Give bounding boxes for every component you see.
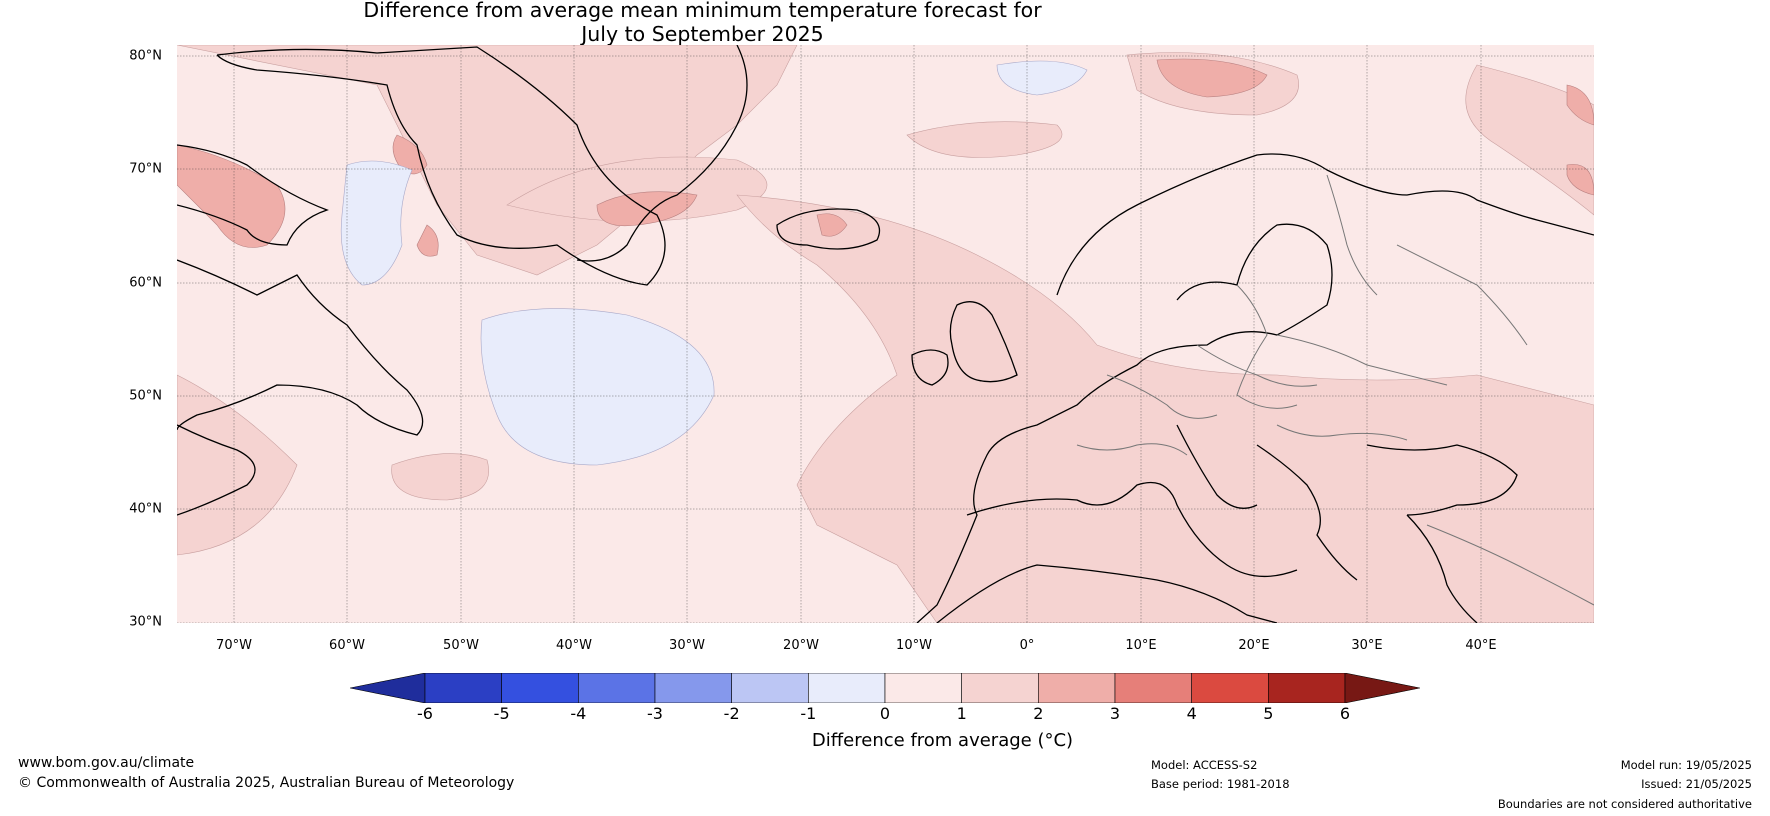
lon-label-30e: 30°E — [1351, 638, 1383, 653]
colorbar-extend-low — [350, 673, 426, 703]
colorbar-tick-label: 6 — [1339, 704, 1351, 723]
colorbar-segment — [731, 673, 809, 703]
colorbar-segment — [1114, 673, 1192, 703]
lat-label-60n: 60°N — [129, 275, 162, 291]
lon-label-0: 0° — [1019, 638, 1035, 653]
lon-label-20w: 20°W — [783, 638, 819, 653]
lat-label-30n: 30°N — [129, 614, 162, 630]
colorbar-tick-label: 5 — [1263, 704, 1274, 723]
lon-label-40w: 40°W — [556, 638, 592, 653]
colorbar-tick-label: 0 — [879, 704, 891, 723]
lat-label-40n: 40°N — [129, 501, 162, 517]
colorbar-segment — [501, 673, 579, 703]
colorbar-segment — [1191, 673, 1269, 703]
colorbar-segment — [1038, 673, 1116, 703]
colorbar-segment — [424, 673, 502, 703]
base-period-text: Base period: 1981-2018 — [1151, 777, 1290, 791]
coastlines — [177, 45, 1594, 623]
model-run-text: Model run: 19/05/2025 — [1620, 758, 1752, 772]
title-line-2: July to September 2025 — [581, 22, 824, 46]
model-text: Model: ACCESS-S2 — [1151, 758, 1258, 772]
colorbar-tick-label: -6 — [417, 704, 433, 723]
lon-label-70w: 70°W — [216, 638, 252, 653]
colorbar-tick-label: 4 — [1186, 704, 1197, 723]
colorbar-tick-label: 3 — [1109, 704, 1121, 723]
lon-label-30w: 30°W — [669, 638, 705, 653]
lat-label-70n: 70°N — [129, 161, 162, 177]
forecast-map — [177, 45, 1594, 623]
colorbar-segment — [808, 673, 886, 703]
website-text: www.bom.gov.au/climate — [18, 755, 195, 771]
copyright-text: © Commonwealth of Australia 2025, Austra… — [18, 775, 515, 791]
lat-label-50n: 50°N — [129, 388, 162, 404]
issued-text: Issued: 21/05/2025 — [1641, 777, 1752, 791]
lon-label-40e: 40°E — [1465, 638, 1497, 653]
colorbar-segment — [654, 673, 732, 703]
lon-label-10w: 10°W — [896, 638, 932, 653]
anomaly-minus1-0-zones — [340, 60, 1088, 466]
colorbar-label: Difference from average (°C) — [811, 730, 1074, 751]
colorbar-segment — [578, 673, 656, 703]
colorbar-tick-label: 1 — [956, 704, 967, 723]
lat-label-80n: 80°N — [129, 48, 162, 64]
colorbar-tick-label: -1 — [800, 704, 817, 723]
colorbar-tick-label: -2 — [723, 704, 740, 723]
title-line-1: Difference from average mean minimum tem… — [363, 0, 1042, 22]
map-canvas — [177, 45, 1594, 623]
colorbar-tick-label: -3 — [647, 704, 663, 723]
colorbar-segment — [961, 673, 1039, 703]
lon-label-20e: 20°E — [1238, 638, 1270, 653]
map-title: Difference from average mean minimum tem… — [0, 0, 1405, 46]
graticule — [177, 45, 1594, 623]
colorbar-tick-label: -5 — [493, 704, 510, 723]
country-borders — [1076, 174, 1594, 606]
colorbar-segment — [1268, 673, 1346, 703]
lon-label-50w: 50°W — [443, 638, 479, 653]
anomaly-2-3-zones — [177, 58, 1594, 257]
colorbar-extend-high — [1344, 673, 1420, 703]
lon-label-60w: 60°W — [329, 638, 365, 653]
colorbar-tick-label: -4 — [570, 704, 587, 723]
colorbar — [350, 673, 1420, 703]
boundaries-text: Boundaries are not considered authoritat… — [1497, 797, 1752, 811]
lon-label-10e: 10°E — [1125, 638, 1157, 653]
colorbar-tick-label: 2 — [1033, 704, 1044, 723]
colorbar-segment — [884, 673, 962, 703]
